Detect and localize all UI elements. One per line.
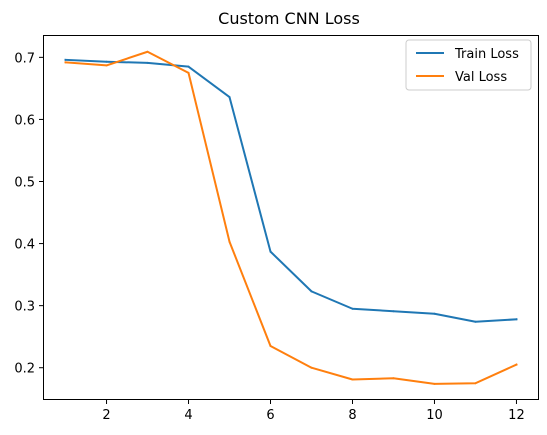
x-tick-label-2: 2 xyxy=(102,408,110,423)
series-point-0-7 xyxy=(351,307,354,310)
y-tick-label-0.7: 0.7 xyxy=(14,51,35,66)
y-tick-label-0.2: 0.2 xyxy=(14,362,35,377)
series-point-0-4 xyxy=(228,96,231,99)
x-tick-label-12: 12 xyxy=(508,408,525,423)
series-point-1-0 xyxy=(64,61,67,64)
series-point-1-8 xyxy=(392,377,395,380)
series-point-0-5 xyxy=(269,250,272,253)
series-point-0-11 xyxy=(515,318,518,321)
series-point-1-7 xyxy=(351,378,354,381)
series-point-0-8 xyxy=(392,310,395,313)
series-point-1-10 xyxy=(474,382,477,385)
series-point-0-1 xyxy=(105,60,108,63)
series-point-0-9 xyxy=(433,312,436,315)
x-axis: 2 4 6 8 10 12 xyxy=(102,400,525,423)
x-tick-label-10: 10 xyxy=(426,408,443,423)
legend-label-1: Val Loss xyxy=(455,70,507,85)
series-point-0-0 xyxy=(64,58,67,61)
y-axis: 0.2 0.3 0.4 0.5 0.6 0.7 xyxy=(14,51,43,377)
series-point-0-3 xyxy=(187,65,190,68)
series-point-0-10 xyxy=(474,320,477,323)
series-layer xyxy=(64,50,518,385)
series-point-1-6 xyxy=(310,366,313,369)
series-point-1-2 xyxy=(146,50,149,53)
plot-frame xyxy=(43,35,539,400)
y-tick-label-0.6: 0.6 xyxy=(14,113,35,128)
series-point-1-3 xyxy=(187,71,190,74)
series-line-val-loss xyxy=(64,50,518,385)
series-line-train-loss xyxy=(64,58,518,323)
chart-title: Custom CNN Loss xyxy=(218,9,360,28)
y-tick-label-0.4: 0.4 xyxy=(14,238,35,253)
y-tick-label-0.3: 0.3 xyxy=(14,300,35,315)
x-tick-label-6: 6 xyxy=(266,408,274,423)
series-point-1-1 xyxy=(105,64,108,67)
series-point-1-9 xyxy=(433,382,436,385)
series-point-0-2 xyxy=(146,61,149,64)
series-point-0-6 xyxy=(310,290,313,293)
x-tick-label-8: 8 xyxy=(348,408,356,423)
plot-area xyxy=(43,35,539,400)
series-point-1-4 xyxy=(228,240,231,243)
x-tick-label-4: 4 xyxy=(184,408,192,423)
legend: Train Loss Val Loss xyxy=(405,39,532,91)
y-tick-label-0.5: 0.5 xyxy=(14,175,35,190)
series-point-1-5 xyxy=(269,344,272,347)
series-point-1-11 xyxy=(515,363,518,366)
legend-label-0: Train Loss xyxy=(454,47,519,62)
